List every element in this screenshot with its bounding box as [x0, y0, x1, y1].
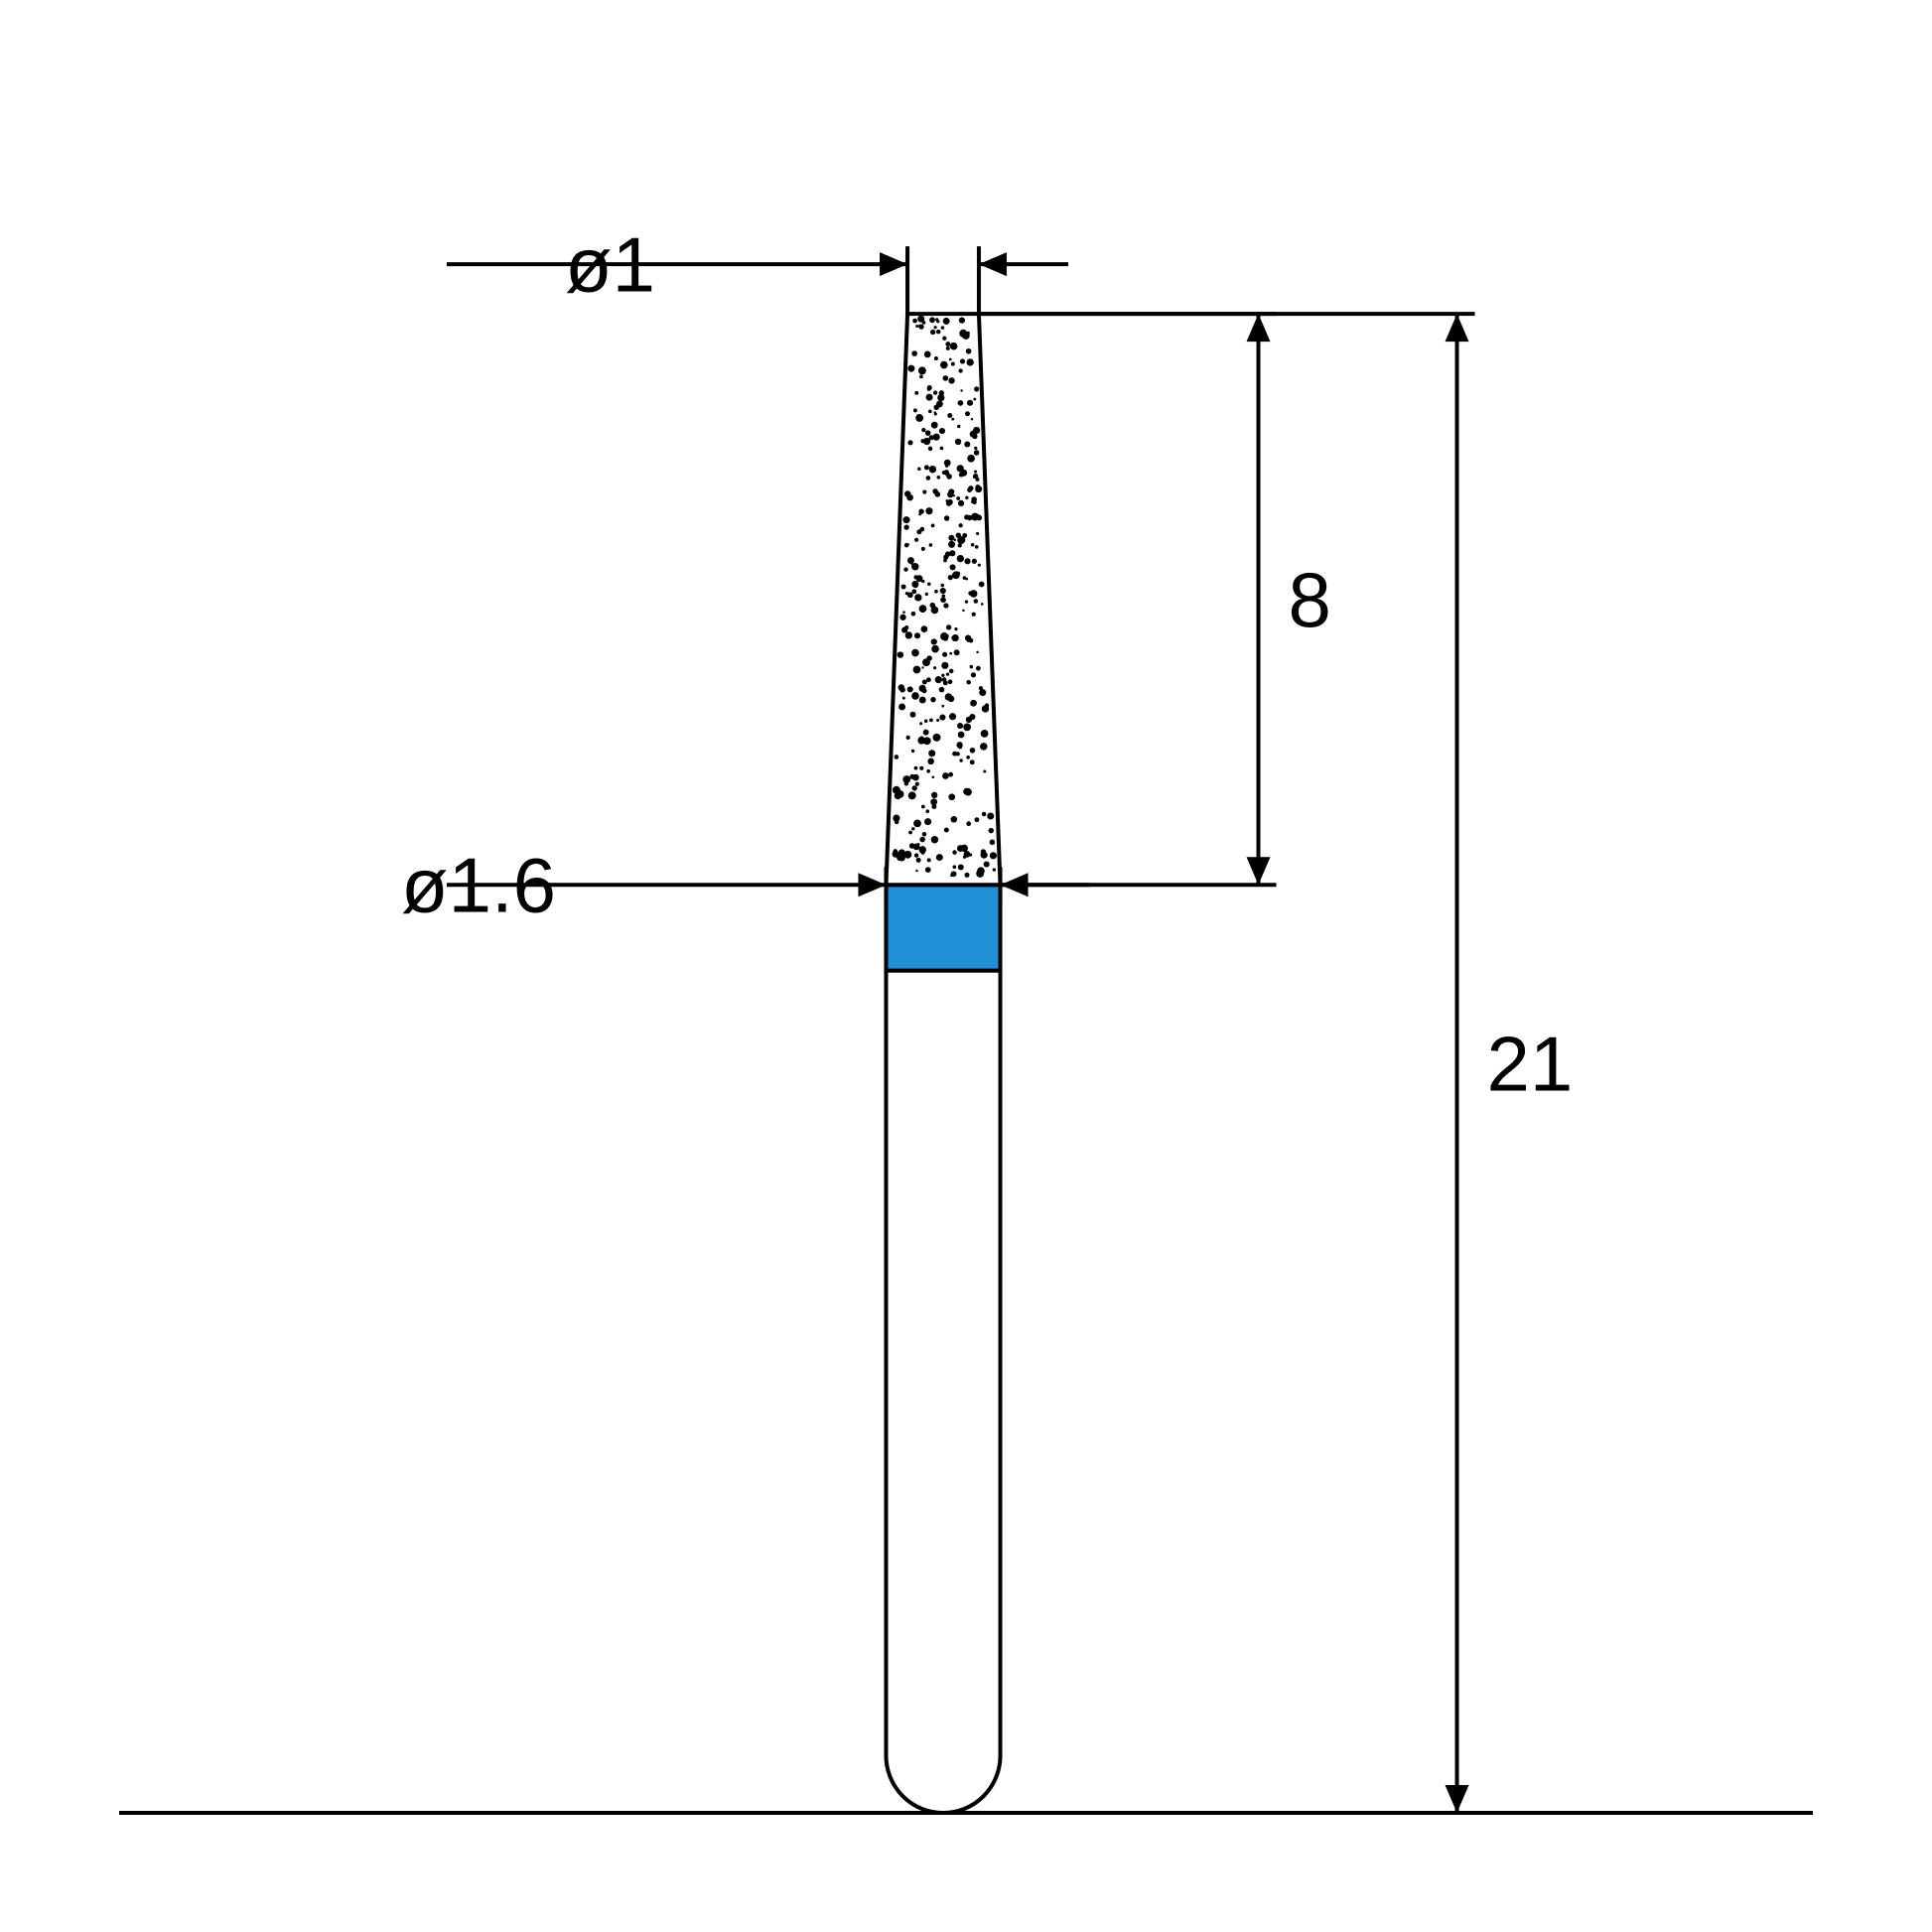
label-total-length: 21	[1487, 1020, 1574, 1107]
label-tip-diameter: ø1	[565, 220, 655, 308]
grit-band	[886, 885, 1000, 970]
label-head-length: 8	[1289, 556, 1331, 643]
label-base-diameter: ø1.6	[401, 842, 556, 929]
technical-drawing: ø1 ø1.6 8 21	[0, 0, 1932, 1932]
shank	[886, 971, 1000, 1813]
